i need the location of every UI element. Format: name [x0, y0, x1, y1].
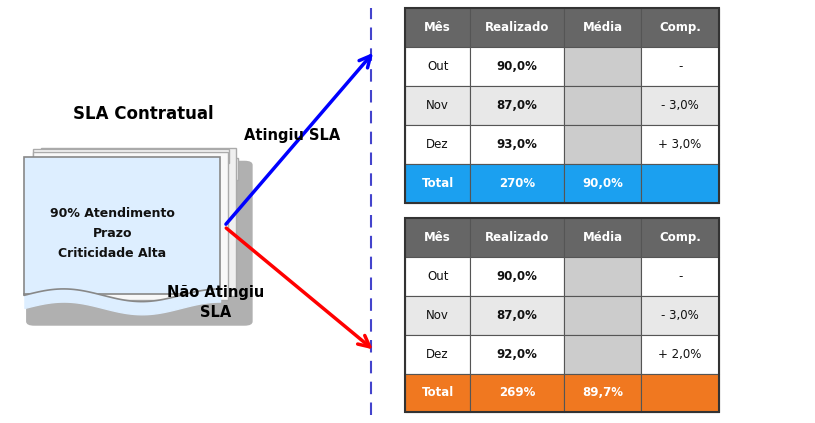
- Bar: [564, 374, 641, 412]
- Bar: [24, 157, 220, 294]
- Text: Dez: Dez: [426, 348, 449, 360]
- Text: 90,0%: 90,0%: [582, 177, 623, 190]
- Text: - 3,0%: - 3,0%: [661, 309, 699, 321]
- Bar: [641, 125, 719, 164]
- Text: Realizado: Realizado: [485, 231, 549, 244]
- Bar: [470, 47, 564, 86]
- Text: 87,0%: 87,0%: [496, 309, 538, 321]
- Bar: [470, 257, 564, 296]
- Bar: [405, 8, 470, 47]
- Text: SLA Contratual: SLA Contratual: [73, 105, 214, 123]
- Bar: [564, 8, 641, 47]
- Text: -: -: [678, 60, 682, 73]
- Text: Média: Média: [583, 231, 623, 244]
- Text: 90% Atendimento
Prazo
Criticidade Alta: 90% Atendimento Prazo Criticidade Alta: [50, 207, 175, 260]
- Bar: [641, 296, 719, 335]
- Text: + 2,0%: + 2,0%: [659, 348, 702, 360]
- Text: Out: Out: [427, 270, 448, 283]
- Bar: [641, 257, 719, 296]
- Text: 90,0%: 90,0%: [496, 270, 538, 283]
- Text: 93,0%: 93,0%: [496, 138, 538, 151]
- Text: Nov: Nov: [426, 99, 449, 112]
- Bar: [405, 374, 470, 412]
- Bar: [405, 335, 470, 374]
- Bar: [470, 125, 564, 164]
- Bar: [641, 335, 719, 374]
- Bar: [405, 125, 470, 164]
- Text: Atingiu SLA: Atingiu SLA: [244, 128, 341, 143]
- Bar: [405, 296, 470, 335]
- FancyBboxPatch shape: [42, 158, 238, 180]
- Text: -: -: [678, 270, 682, 283]
- Bar: [470, 374, 564, 412]
- Bar: [641, 218, 719, 257]
- Bar: [470, 296, 564, 335]
- Bar: [405, 86, 470, 125]
- Text: 90,0%: 90,0%: [496, 60, 538, 73]
- Bar: [641, 47, 719, 86]
- Text: Comp.: Comp.: [659, 231, 701, 244]
- Bar: [564, 86, 641, 125]
- Bar: [564, 164, 641, 203]
- Text: 92,0%: 92,0%: [496, 348, 538, 360]
- Bar: [564, 125, 641, 164]
- Text: 270%: 270%: [499, 177, 535, 190]
- Bar: [405, 257, 470, 296]
- Text: Dez: Dez: [426, 138, 449, 151]
- Text: + 3,0%: + 3,0%: [659, 138, 702, 151]
- Bar: [470, 218, 564, 257]
- Bar: [564, 218, 641, 257]
- Bar: [641, 8, 719, 47]
- Bar: [641, 374, 719, 412]
- Bar: [564, 47, 641, 86]
- Bar: [564, 257, 641, 296]
- Text: - 3,0%: - 3,0%: [661, 99, 699, 112]
- Text: Realizado: Realizado: [485, 22, 549, 34]
- Bar: [641, 164, 719, 203]
- Text: Não Atingiu
SLA: Não Atingiu SLA: [167, 285, 265, 320]
- Bar: [33, 152, 228, 300]
- Bar: [470, 8, 564, 47]
- Bar: [470, 86, 564, 125]
- Text: Comp.: Comp.: [659, 22, 701, 34]
- Bar: [405, 218, 470, 257]
- Text: 269%: 269%: [499, 387, 535, 399]
- Text: Out: Out: [427, 60, 448, 73]
- Text: 87,0%: 87,0%: [496, 99, 538, 112]
- Text: Média: Média: [583, 22, 623, 34]
- Text: Mês: Mês: [425, 231, 451, 244]
- FancyBboxPatch shape: [33, 149, 229, 164]
- Bar: [564, 335, 641, 374]
- Bar: [641, 86, 719, 125]
- Bar: [41, 148, 236, 296]
- FancyBboxPatch shape: [26, 161, 253, 326]
- Text: Total: Total: [421, 387, 454, 399]
- Bar: [405, 164, 470, 203]
- Bar: [405, 218, 719, 412]
- Bar: [564, 296, 641, 335]
- Bar: [405, 47, 470, 86]
- Text: 89,7%: 89,7%: [582, 387, 623, 399]
- Bar: [405, 8, 719, 203]
- Bar: [470, 164, 564, 203]
- Text: Nov: Nov: [426, 309, 449, 321]
- Text: Mês: Mês: [425, 22, 451, 34]
- Text: Total: Total: [421, 177, 454, 190]
- Bar: [470, 335, 564, 374]
